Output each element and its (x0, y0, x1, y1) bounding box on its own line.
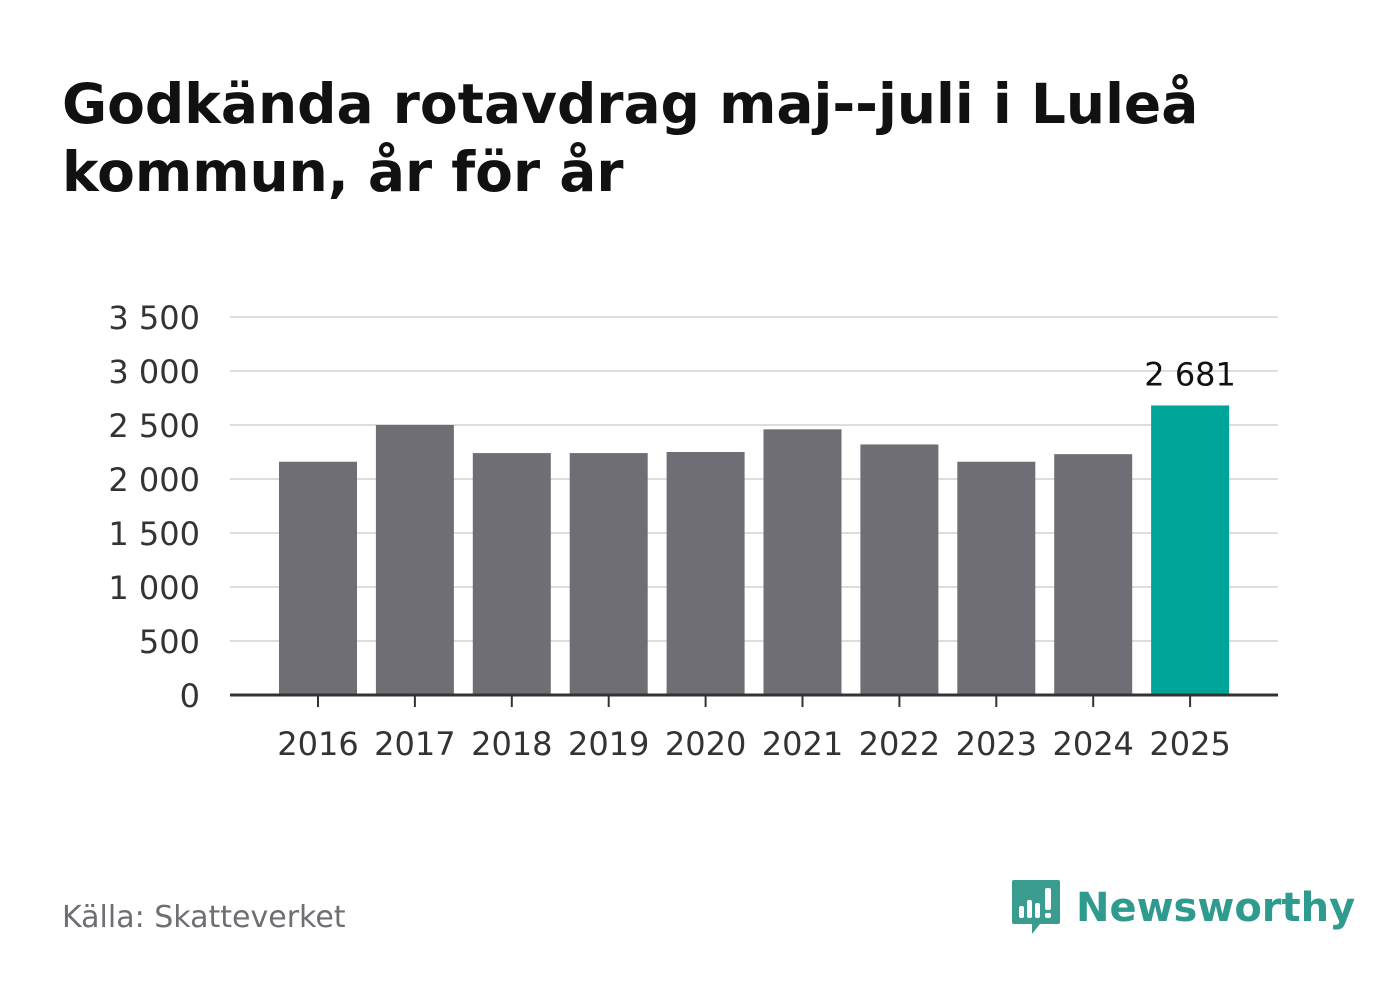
x-tick-label: 2025 (1149, 725, 1230, 763)
bar-2023 (957, 461, 1036, 695)
y-tick-label: 3 500 (108, 299, 200, 337)
bar-2018 (472, 453, 551, 695)
y-tick-label: 1 000 (108, 569, 200, 607)
bar-2020 (666, 452, 745, 695)
bar-2019 (569, 453, 648, 695)
x-tick-label: 2024 (1052, 725, 1133, 763)
bar-2016 (279, 461, 357, 695)
x-tick-label: 2020 (665, 725, 746, 763)
y-tick-label: 2 500 (108, 407, 200, 445)
y-tick-label: 1 500 (108, 515, 200, 553)
source-note: Källa: Skatteverket (62, 900, 346, 935)
y-tick-label: 500 (139, 623, 200, 661)
brand: Newsworthy (1010, 878, 1355, 938)
x-tick-label: 2018 (471, 725, 552, 763)
x-tick-label: 2019 (568, 725, 649, 763)
bar-2025 (1151, 405, 1230, 695)
y-tick-label: 0 (180, 677, 200, 715)
brand-name: Newsworthy (1076, 885, 1356, 931)
data-labels: 2 681 (1144, 355, 1236, 393)
x-tick-label: 2021 (762, 725, 843, 763)
y-axis-tick-labels: 0 500 1 000 1 500 2 000 2 500 3 000 3 500 (108, 299, 200, 715)
newsworthy-logo-icon (1012, 880, 1060, 934)
y-tick-label: 2 000 (108, 461, 200, 499)
data-label: 2 681 (1144, 355, 1236, 393)
chart-title: Godkända rotavdrag maj--juli i Luleå kom… (62, 72, 1199, 204)
bar-2022 (860, 444, 939, 695)
bar-2021 (763, 429, 842, 695)
bar-2017 (375, 425, 454, 695)
bars (279, 405, 1230, 695)
y-tick-label: 3 000 (108, 353, 200, 391)
bar-2024 (1054, 454, 1133, 695)
x-tick-label: 2017 (374, 725, 455, 763)
x-tick-label: 2022 (859, 725, 940, 763)
x-tick-label: 2023 (956, 725, 1037, 763)
x-axis-ticks: 2016 2017 2018 2019 2020 2021 2022 2023 2024 2025 (277, 695, 1231, 763)
x-tick-label: 2016 (277, 725, 358, 763)
